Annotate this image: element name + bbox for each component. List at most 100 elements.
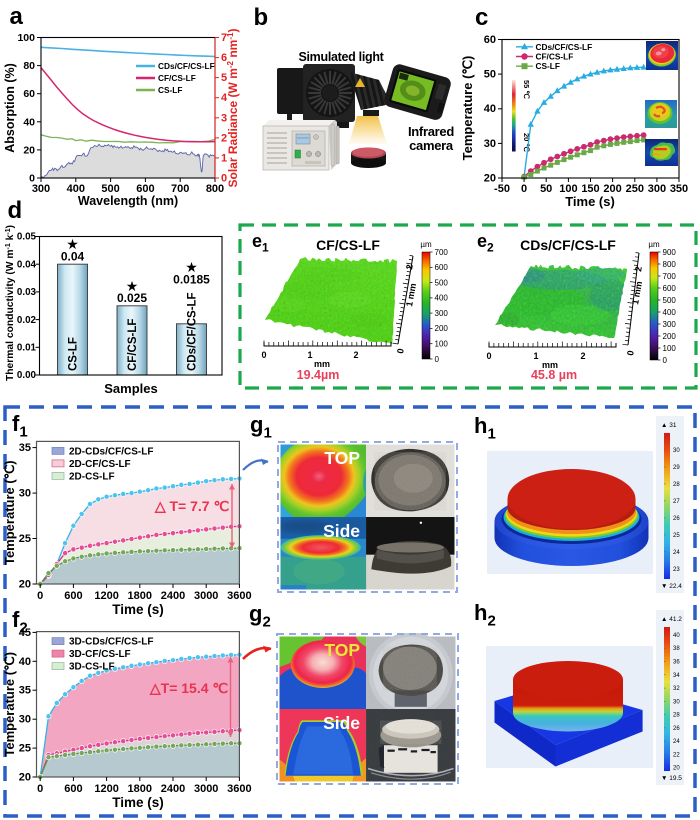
svg-text:0.00: 0.00 [17,370,37,381]
svg-text:30: 30 [673,448,680,454]
svg-text:Wavelength (nm): Wavelength (nm) [78,194,178,208]
svg-text:mm: mm [314,359,330,369]
svg-text:19.4µm: 19.4µm [297,368,340,382]
svg-text:2D-CDs/CF/CS-LF: 2D-CDs/CF/CS-LF [69,446,153,457]
svg-text:45.8 µm: 45.8 µm [531,368,577,382]
svg-text:Solar Radiance (W m-2 nm-1): Solar Radiance (W m-2 nm-1) [226,29,241,188]
svg-text:350: 350 [670,183,688,195]
svg-text:0.02: 0.02 [17,315,37,326]
svg-text:0: 0 [221,173,227,185]
svg-text:Samples: Samples [104,381,157,396]
svg-text:100: 100 [17,32,35,44]
svg-text:0.04: 0.04 [17,259,37,270]
svg-text:0.03: 0.03 [17,287,37,298]
svg-text:20: 20 [19,772,31,784]
svg-text:600: 600 [64,590,82,602]
svg-text:2D-CF/CS-LF: 2D-CF/CS-LF [69,459,131,470]
svg-text:Simulated light: Simulated light [298,50,384,64]
svg-text:Time (s): Time (s) [112,602,164,617]
svg-text:50: 50 [484,69,496,81]
svg-text:0: 0 [663,356,668,365]
svg-text:32: 32 [673,686,680,692]
svg-text:3000: 3000 [194,590,218,602]
svg-text:CF/CS-LF: CF/CS-LF [316,237,380,253]
svg-text:3D-CF/CS-LF: 3D-CF/CS-LF [69,649,131,660]
svg-text:6: 6 [221,52,227,64]
svg-text:400: 400 [67,183,85,195]
svg-text:100: 100 [559,183,577,195]
svg-text:24: 24 [673,550,680,556]
svg-text:40: 40 [484,103,496,115]
svg-text:0.04: 0.04 [61,250,85,264]
svg-text:µm: µm [420,240,432,249]
svg-text:80: 80 [23,60,35,72]
svg-text:0: 0 [395,348,406,355]
svg-text:▲ 41.2: ▲ 41.2 [661,616,682,623]
svg-text:20: 20 [673,766,680,772]
svg-text:CDs/CF/CS-LF: CDs/CF/CS-LF [187,292,199,371]
svg-text:★: ★ [66,236,79,252]
svg-text:40: 40 [19,656,31,668]
svg-text:26: 26 [673,726,680,732]
svg-text:5: 5 [221,72,227,84]
svg-text:▼ 19.5: ▼ 19.5 [661,775,682,782]
svg-text:600: 600 [435,263,449,272]
svg-text:0: 0 [521,183,527,195]
svg-text:1200: 1200 [94,783,118,795]
svg-text:Absorption (%): Absorption (%) [3,63,17,153]
svg-text:Temperature (℃): Temperature (℃) [460,56,475,161]
svg-text:25: 25 [673,533,680,539]
svg-text:0: 0 [29,173,35,185]
svg-text:600: 600 [64,783,82,795]
svg-text:▲ 31: ▲ 31 [661,422,677,429]
svg-text:0: 0 [37,783,43,795]
svg-text:CF/CS-LF: CF/CS-LF [127,319,139,371]
svg-text:0: 0 [625,350,636,357]
svg-text:40: 40 [23,116,35,128]
svg-text:1: 1 [307,350,312,360]
svg-text:2400: 2400 [161,783,185,795]
svg-text:1: 1 [221,152,227,164]
svg-text:CDs/CF/CS-LF: CDs/CF/CS-LF [158,61,215,71]
svg-text:35: 35 [19,685,31,697]
svg-text:45: 45 [19,627,31,639]
svg-text:mm: mm [542,360,558,370]
svg-text:40: 40 [673,633,680,639]
svg-text:60: 60 [23,88,35,100]
svg-text:500: 500 [101,183,119,195]
svg-text:300: 300 [435,309,449,318]
svg-text:4: 4 [221,92,228,104]
svg-text:µm: µm [648,240,660,249]
svg-text:20 ℃: 20 ℃ [522,133,531,152]
svg-text:3D-CS-LF: 3D-CS-LF [69,662,115,673]
svg-text:1 mm: 1 mm [404,282,418,307]
svg-text:600: 600 [663,284,677,293]
svg-text:△T= 15.4 ℃: △T= 15.4 ℃ [149,680,229,696]
svg-text:Time (s): Time (s) [112,795,164,810]
svg-text:27: 27 [673,499,680,505]
svg-text:Temperature (℃): Temperature (℃) [2,460,17,565]
svg-text:300: 300 [32,183,50,195]
svg-text:3: 3 [221,112,227,124]
svg-text:400: 400 [663,308,677,317]
svg-text:3600: 3600 [227,590,251,602]
svg-text:0.025: 0.025 [117,291,147,305]
svg-text:36: 36 [673,660,680,666]
svg-text:3D-CDs/CF/CS-LF: 3D-CDs/CF/CS-LF [69,637,153,648]
svg-text:1200: 1200 [94,590,118,602]
svg-text:200: 200 [663,332,677,341]
svg-text:0: 0 [435,355,440,364]
svg-text:25: 25 [19,533,31,545]
svg-text:Side: Side [323,521,360,541]
svg-text:camera: camera [409,138,454,153]
svg-text:0.05: 0.05 [17,232,37,243]
svg-text:34: 34 [673,673,680,679]
svg-text:7: 7 [221,32,227,44]
svg-text:-50: -50 [494,183,510,195]
svg-text:38: 38 [673,646,680,652]
svg-text:1800: 1800 [128,590,152,602]
svg-text:Thermal conductivity (W m-1 k-: Thermal conductivity (W m-1 k-1) [5,225,17,381]
svg-text:20: 20 [19,579,31,591]
svg-text:700: 700 [171,183,189,195]
svg-text:30: 30 [673,699,680,705]
